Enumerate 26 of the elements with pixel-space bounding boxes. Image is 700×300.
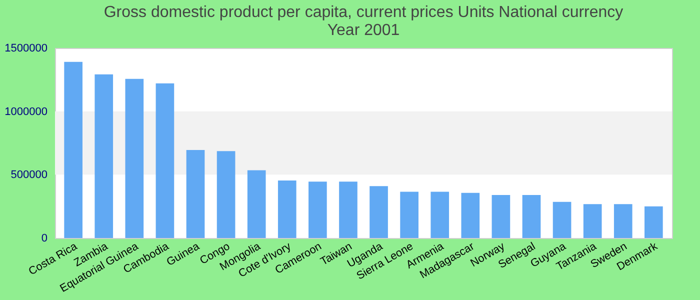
bar xyxy=(644,206,663,238)
text: Gross domestic product per capita, current prices Units National currency xyxy=(104,4,624,21)
bar xyxy=(64,62,82,238)
bar xyxy=(278,180,296,238)
y-tick-label: 500000 xyxy=(10,169,48,182)
bar xyxy=(461,192,480,238)
bar xyxy=(216,151,236,238)
bar xyxy=(247,170,266,238)
y-tick-label: 1000000 xyxy=(4,106,48,118)
bar xyxy=(492,195,510,238)
bar xyxy=(583,204,602,238)
bar xyxy=(156,83,174,238)
bar xyxy=(614,204,632,238)
bar xyxy=(339,182,358,238)
y-tick-label: 0 xyxy=(41,232,48,244)
bar xyxy=(400,192,418,238)
bar xyxy=(552,202,572,238)
bar xyxy=(522,195,541,238)
bar xyxy=(430,192,450,238)
text: Year 2001 xyxy=(327,22,400,39)
bar xyxy=(94,74,114,238)
y-tick-label: 1500000 xyxy=(4,42,48,54)
bar xyxy=(370,186,388,238)
bar xyxy=(125,78,144,238)
bar xyxy=(308,182,327,238)
bar xyxy=(186,150,205,238)
